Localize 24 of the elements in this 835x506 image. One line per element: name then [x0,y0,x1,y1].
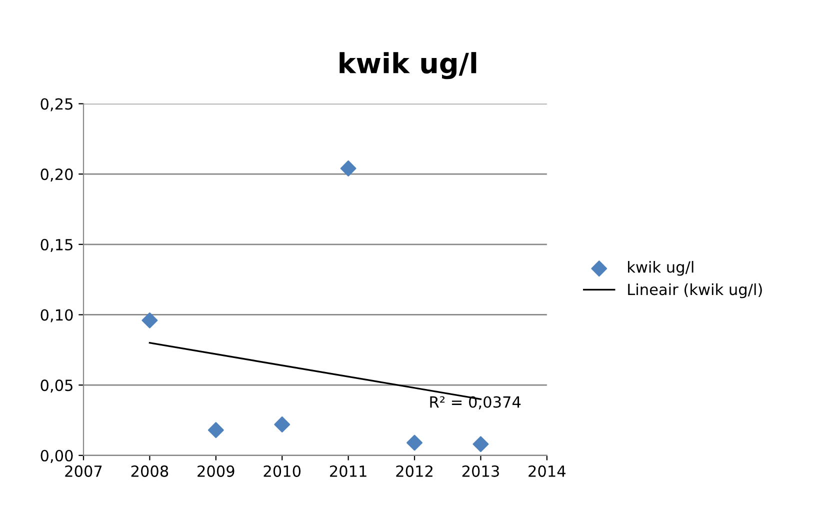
x-tick-label: 2007 [65,465,102,477]
point [406,434,422,451]
point [274,416,290,432]
annotation: R² = 0,0374 [430,396,521,410]
y-tick-label: 0,10 [40,309,73,322]
chart-title: kwik ug/l [340,52,476,80]
x-tick-label: 2013 [462,465,499,477]
point [208,422,224,438]
legend-label: kwik ug/l [628,260,694,276]
legend-label: Lineair (kwik ug/l) [628,283,762,298]
y-tick-label: 0,25 [40,98,72,112]
y-tick-label: 0,00 [40,450,73,463]
point [142,312,158,328]
x-tick-label: 2009 [198,465,234,477]
x-tick-label: 2014 [528,465,566,477]
x-tick-label: 2008 [131,465,168,477]
y-tick-label: 0,20 [40,168,73,182]
y-tick-label: 0,15 [40,238,72,252]
x-tick-label: 2012 [396,465,432,477]
x-tick-label: 2011 [330,465,366,477]
y-tick-label: 0,05 [40,380,72,393]
point [340,160,356,176]
x-tick-label: 2010 [264,465,301,477]
point [472,436,489,452]
